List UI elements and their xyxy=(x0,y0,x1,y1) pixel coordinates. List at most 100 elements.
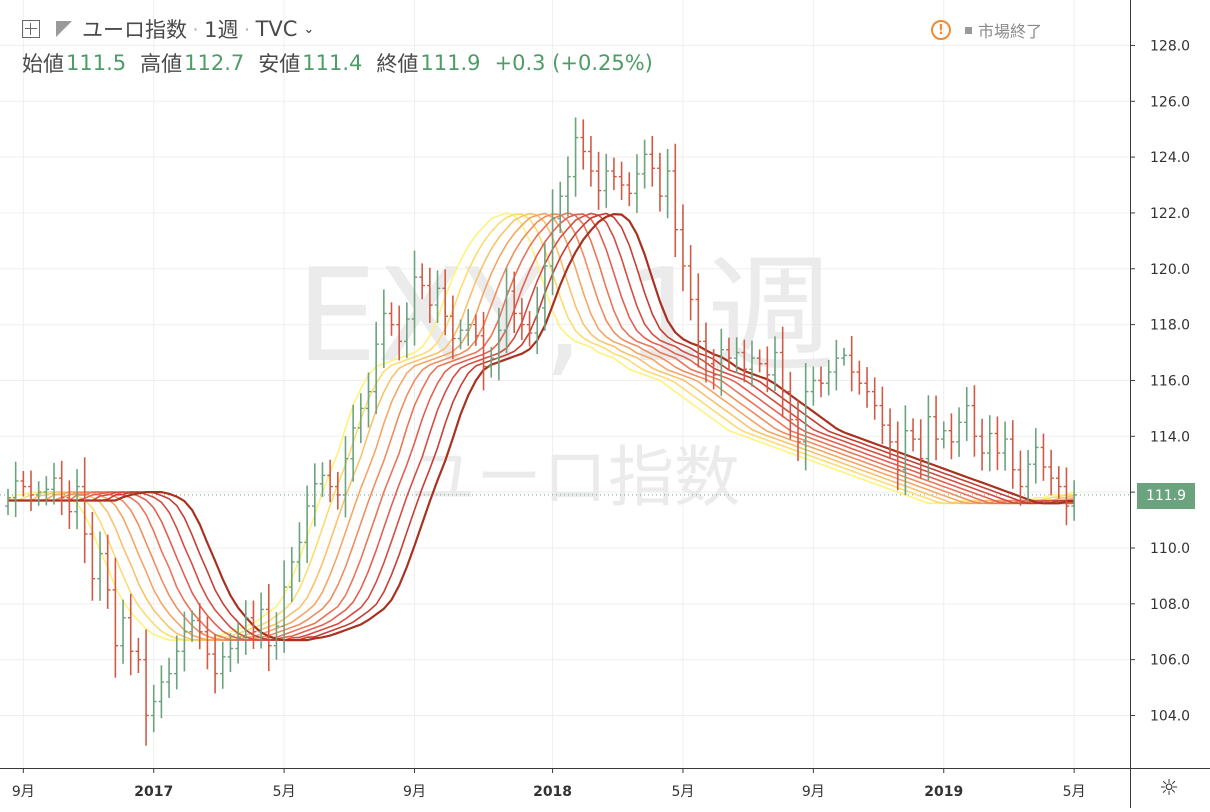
ohlc-bar xyxy=(342,436,349,518)
ohlc-bar xyxy=(496,307,502,381)
ohlc-bar xyxy=(542,243,548,331)
ohlc-bar xyxy=(611,157,617,191)
flag-icon[interactable] xyxy=(56,21,72,37)
ohlc-bar xyxy=(718,328,725,396)
ohlc-bar xyxy=(1025,449,1031,501)
ohlc-bar xyxy=(963,386,970,441)
ohlc-bar xyxy=(519,298,525,340)
ohlc-bar xyxy=(327,459,333,503)
ohlc-bar xyxy=(710,349,717,390)
ohlc-bar xyxy=(503,268,510,354)
ohlc-bar xyxy=(373,321,379,415)
ohlc-bar xyxy=(557,181,564,233)
ohlc-bar xyxy=(12,461,19,518)
price-tick-label: 108.0 xyxy=(1150,597,1190,613)
ohlc-bar xyxy=(572,117,579,197)
ohlc-bar xyxy=(603,153,610,208)
ohlc-bar xyxy=(726,337,732,371)
ohlc-bar xyxy=(733,337,740,374)
ohlc-bar xyxy=(219,641,226,689)
ohlc-bar xyxy=(74,469,80,530)
exchange-label[interactable]: TVC xyxy=(255,17,298,41)
chart-header: ユーロ指数 · 1週 · TVC ⌄ 始値 111.5 高値 112.7 安値 … xyxy=(0,0,1130,80)
ma-line xyxy=(8,212,1075,641)
grid-lines xyxy=(0,0,1130,768)
ohlc-bar xyxy=(657,152,663,212)
ohlc-bar xyxy=(580,119,587,170)
ohlc-bar xyxy=(787,371,794,440)
ohlc-bar xyxy=(81,457,88,564)
ohlc-bar xyxy=(242,600,249,655)
ohlc-bar xyxy=(427,267,433,323)
ohlc-bar xyxy=(112,557,119,678)
ohlc-bar xyxy=(411,250,418,346)
ohlc-bar xyxy=(335,471,341,510)
ohlc-bar xyxy=(871,377,878,420)
ohlc-bar xyxy=(488,347,495,378)
price-tick-label: 124.0 xyxy=(1150,150,1190,166)
ohlc-bar xyxy=(672,143,679,258)
last-price-label: 111.9 xyxy=(1137,483,1195,509)
ohlc-bar xyxy=(212,634,218,694)
ohlc-bar xyxy=(135,637,142,674)
ohlc-bar xyxy=(189,610,195,642)
ohlc-bar xyxy=(749,340,755,387)
ohlc-bar xyxy=(143,629,149,746)
ohlc-bar xyxy=(288,546,295,603)
price-scale: 104.0106.0108.0110.0112.0114.0116.0118.0… xyxy=(1130,38,1190,725)
ohlc-bar xyxy=(58,460,65,516)
open-label: 始値 xyxy=(22,52,64,76)
ohlc-bar xyxy=(1002,421,1008,471)
ohlc-bar xyxy=(150,684,157,733)
time-tick-label: 2018 xyxy=(533,784,572,800)
watermark-sub-text: ユーロ指数 xyxy=(410,439,740,516)
ohlc-bar xyxy=(281,560,287,653)
ohlc-bar xyxy=(419,263,425,300)
ohlc-bar xyxy=(5,488,11,516)
ohlc-bar xyxy=(994,416,1001,471)
ohlc-bar xyxy=(227,633,234,673)
symbol-name[interactable]: ユーロ指数 xyxy=(82,18,187,42)
ohlc-bar xyxy=(618,161,625,200)
ohlc-bar xyxy=(43,476,50,506)
ohlc-bar xyxy=(1040,433,1047,481)
market-status[interactable]: ! 市場終了 xyxy=(930,18,1042,42)
ohlc-bar xyxy=(312,463,318,527)
ohlc-bar xyxy=(89,511,96,601)
status-square-icon xyxy=(964,26,972,34)
settings-icon[interactable]: ☼ xyxy=(1159,776,1179,801)
ohlc-bar xyxy=(695,273,702,368)
ohlc-bar xyxy=(902,405,909,496)
ohlc-bar xyxy=(127,593,134,676)
ohlc-bar xyxy=(319,462,326,497)
time-tick-label: 2019 xyxy=(924,784,963,800)
time-tick-label: 5月 xyxy=(1063,784,1086,800)
ohlc-bar xyxy=(51,462,57,505)
ohlc-bar xyxy=(265,583,272,672)
ohlc-bar xyxy=(810,366,817,406)
add-symbol-icon[interactable] xyxy=(22,20,40,38)
warning-icon[interactable]: ! xyxy=(930,20,951,40)
ohlc-bar xyxy=(28,470,34,511)
ohlc-bar xyxy=(1009,420,1016,489)
ohlc-bar xyxy=(795,400,801,462)
price-tick-label: 114.0 xyxy=(1150,429,1190,445)
price-tick-label: 126.0 xyxy=(1150,94,1190,110)
price-tick-label: 104.0 xyxy=(1150,709,1190,725)
ohlc-bar xyxy=(1032,428,1039,484)
ma-line xyxy=(8,213,1075,641)
ohlc-bar xyxy=(1063,467,1070,526)
price-tick-label: 110.0 xyxy=(1150,541,1190,557)
ohlc-bar xyxy=(166,657,172,698)
ohlc-bar xyxy=(779,326,786,418)
ohlc-bar xyxy=(664,148,671,219)
ohlc-bar xyxy=(358,393,364,444)
ohlc-bar xyxy=(756,349,763,373)
ohlc-bar xyxy=(442,269,448,336)
ohlc-bar xyxy=(273,612,280,660)
ohlc-bar xyxy=(879,386,886,445)
ohlc-bar xyxy=(511,271,518,333)
interval-label[interactable]: 1週 xyxy=(204,18,239,42)
chevron-down-icon[interactable]: ⌄ xyxy=(303,21,315,37)
